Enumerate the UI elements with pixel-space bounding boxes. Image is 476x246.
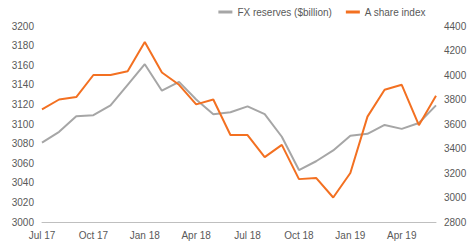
svg-text:3800: 3800 (444, 94, 467, 105)
svg-text:Apr 18: Apr 18 (181, 230, 211, 241)
svg-text:3000: 3000 (12, 217, 35, 228)
svg-text:3400: 3400 (444, 143, 467, 154)
svg-text:2800: 2800 (444, 217, 467, 228)
svg-text:3160: 3160 (12, 60, 35, 71)
svg-text:3000: 3000 (444, 192, 467, 203)
svg-text:3100: 3100 (12, 119, 35, 130)
svg-text:3200: 3200 (12, 21, 35, 32)
svg-text:A share index: A share index (365, 7, 426, 18)
svg-text:3180: 3180 (12, 40, 35, 51)
svg-text:Jan 18: Jan 18 (130, 230, 160, 241)
svg-text:3040: 3040 (12, 177, 35, 188)
svg-text:4000: 4000 (444, 70, 467, 81)
svg-text:3080: 3080 (12, 138, 35, 149)
svg-text:4400: 4400 (444, 21, 467, 32)
svg-text:3120: 3120 (12, 99, 35, 110)
svg-text:Oct 17: Oct 17 (79, 230, 109, 241)
svg-text:3020: 3020 (12, 197, 35, 208)
svg-text:Jul 18: Jul 18 (234, 230, 261, 241)
svg-text:Jul 17: Jul 17 (29, 230, 56, 241)
svg-text:Apr 19: Apr 19 (387, 230, 417, 241)
svg-text:3600: 3600 (444, 119, 467, 130)
svg-text:Jan 19: Jan 19 (335, 230, 365, 241)
svg-text:3200: 3200 (444, 168, 467, 179)
svg-text:4200: 4200 (444, 45, 467, 56)
svg-text:3140: 3140 (12, 79, 35, 90)
svg-text:Oct 18: Oct 18 (284, 230, 314, 241)
svg-text:FX reserves ($billion): FX reserves ($billion) (237, 7, 331, 18)
svg-text:3060: 3060 (12, 158, 35, 169)
